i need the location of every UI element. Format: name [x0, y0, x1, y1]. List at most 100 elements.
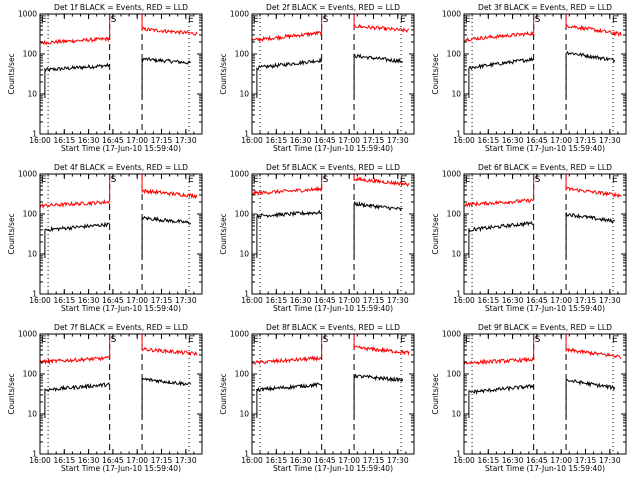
x-tick-label: 16:30 — [78, 136, 100, 145]
x-tick-label: 16:15 — [53, 296, 75, 305]
marker-e-start: E — [465, 335, 471, 345]
x-tick-label: 17:30 — [175, 296, 197, 305]
y-tick-label: 10 — [27, 410, 37, 419]
y-tick-label: 1 — [456, 290, 461, 299]
y-tick-label: 100 — [447, 50, 462, 59]
y-tick-label: 10 — [239, 250, 249, 259]
events-series-line — [256, 56, 323, 98]
chart-title: Det 3f BLACK = Events, RED = LLD — [478, 3, 612, 12]
chart-title: Det 9f BLACK = Events, RED = LLD — [478, 323, 612, 332]
marker-s: S — [323, 335, 329, 345]
x-tick-label: 17:00 — [550, 136, 572, 145]
y-tick-label: 1000 — [18, 170, 37, 179]
chart-title: Det 8f BLACK = Events, RED = LLD — [266, 323, 400, 332]
marker-e-start: E — [465, 15, 471, 25]
x-tick-label: 16:00 — [453, 136, 475, 145]
lld-series-line — [565, 22, 622, 38]
x-tick-label: 16:45 — [314, 136, 336, 145]
lld-series-line — [463, 198, 534, 208]
y-tick-label: 100 — [235, 50, 250, 59]
x-tick-label: 16:15 — [53, 136, 75, 145]
y-tick-label: 1000 — [18, 330, 37, 339]
y-axis-label: Counts/sec — [219, 53, 228, 94]
y-tick-label: 100 — [235, 210, 250, 219]
y-tick-label: 100 — [447, 210, 462, 219]
y-tick-label: 10 — [27, 250, 37, 259]
chart-panel-2: Det 2f BLACK = Events, RED = LLD 1 10 100 10… — [219, 3, 415, 153]
x-axis-label: Start Time (17-Jun-10 15:59:40) — [485, 464, 605, 473]
marker-e-end: E — [612, 15, 618, 25]
marker-s: S — [535, 15, 541, 25]
y-tick-label: 10 — [239, 90, 249, 99]
chart-title: Det 2f BLACK = Events, RED = LLD — [266, 3, 400, 12]
x-tick-label: 17:00 — [550, 296, 572, 305]
x-tick-label: 17:00 — [126, 136, 148, 145]
x-tick-label: 16:15 — [477, 136, 499, 145]
chart-panel-7: Det 7f BLACK = Events, RED = LLD 1 10 100 10… — [7, 323, 203, 473]
x-tick-label: 16:45 — [102, 456, 124, 465]
x-axis-label: Start Time (17-Jun-10 15:59:40) — [485, 304, 605, 313]
chart-title: Det 5f BLACK = Events, RED = LLD — [266, 163, 400, 172]
events-series-line — [468, 56, 534, 98]
y-tick-label: 1000 — [230, 330, 249, 339]
y-tick-label: 100 — [235, 370, 250, 379]
x-tick-label: 17:15 — [151, 456, 173, 465]
plot-frame — [39, 173, 203, 295]
chart-panel-8: Det 8f BLACK = Events, RED = LLD 1 10 100 10… — [219, 323, 415, 473]
y-tick-label: 1 — [244, 290, 249, 299]
x-tick-label: 17:15 — [363, 136, 385, 145]
marker-s: S — [111, 15, 117, 25]
x-tick-label: 16:15 — [477, 456, 499, 465]
y-axis-label: Counts/sec — [219, 213, 228, 254]
y-axis-label: Counts/sec — [219, 373, 228, 414]
y-tick-label: 1000 — [442, 170, 461, 179]
events-series-line — [468, 384, 535, 418]
chart-panel-4: Det 4f BLACK = Events, RED = LLD 1 10 100 10… — [7, 163, 203, 313]
x-tick-label: 17:00 — [338, 136, 360, 145]
x-tick-label: 17:30 — [599, 456, 621, 465]
y-tick-label: 1 — [32, 450, 37, 459]
x-tick-label: 16:00 — [453, 296, 475, 305]
lld-series-line — [141, 26, 198, 36]
events-series-line — [44, 221, 110, 258]
x-axis-label: Start Time (17-Jun-10 15:59:40) — [61, 304, 181, 313]
y-axis-label: Counts/sec — [431, 373, 440, 414]
plot-frame — [251, 333, 415, 455]
x-tick-label: 17:30 — [387, 296, 409, 305]
marker-e-end: E — [612, 335, 618, 345]
chart-panel-3: Det 3f BLACK = Events, RED = LLD 1 10 100 10… — [431, 3, 627, 153]
marker-e-start: E — [41, 15, 47, 25]
y-tick-label: 100 — [23, 370, 38, 379]
x-tick-label: 16:00 — [241, 456, 263, 465]
marker-e-end: E — [400, 175, 406, 185]
x-tick-label: 16:45 — [102, 296, 124, 305]
marker-s: S — [111, 175, 117, 185]
events-series-line — [565, 212, 616, 258]
lld-series-line — [353, 176, 410, 188]
x-tick-label: 16:00 — [29, 296, 51, 305]
y-tick-label: 1000 — [230, 170, 249, 179]
marker-e-start: E — [465, 175, 471, 185]
y-tick-label: 1000 — [18, 10, 37, 19]
x-tick-label: 17:00 — [550, 456, 572, 465]
x-tick-label: 17:30 — [175, 456, 197, 465]
x-tick-label: 16:45 — [526, 296, 548, 305]
x-tick-label: 16:30 — [502, 136, 524, 145]
y-axis-label: Counts/sec — [7, 373, 16, 414]
lld-series-line — [39, 36, 111, 46]
chart-title: Det 6f BLACK = Events, RED = LLD — [478, 163, 612, 172]
lld-series-line — [353, 22, 410, 34]
marker-e-end: E — [400, 15, 406, 25]
x-tick-label: 17:30 — [387, 136, 409, 145]
x-tick-label: 16:00 — [241, 136, 263, 145]
x-tick-label: 16:45 — [314, 296, 336, 305]
y-tick-label: 10 — [451, 410, 461, 419]
y-tick-label: 1 — [456, 130, 461, 139]
x-tick-label: 17:30 — [599, 296, 621, 305]
x-tick-label: 16:15 — [477, 296, 499, 305]
marker-s: S — [535, 335, 541, 345]
y-tick-label: 1000 — [442, 330, 461, 339]
lld-series-line — [251, 355, 323, 366]
x-tick-label: 16:45 — [314, 456, 336, 465]
